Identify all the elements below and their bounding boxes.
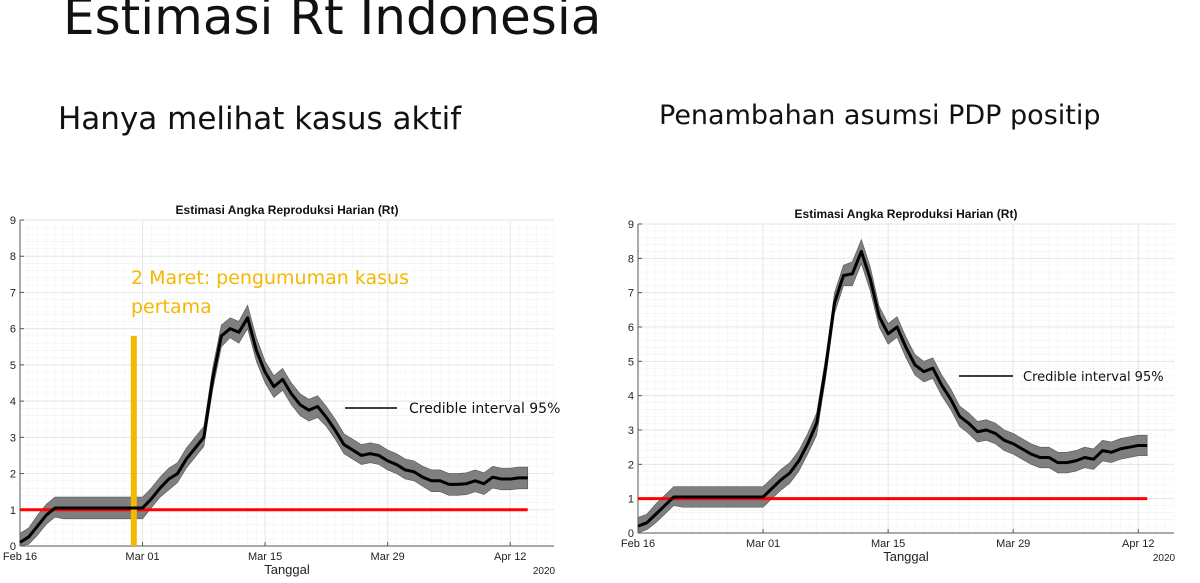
right-x-tick-label: Mar 01: [746, 538, 780, 550]
left-y-tick-label: 7: [10, 287, 16, 299]
right-y-tick-label: 6: [628, 322, 634, 334]
left-credible-band: [19, 304, 529, 547]
left-y-tick-label: 6: [10, 324, 16, 336]
left-y-tick-label: 0: [10, 541, 16, 553]
left-x-tick-label: Mar 01: [125, 551, 159, 563]
left-rt-chart: 0 1 2 3 4 5 6 7 8 9 Feb 16 Mar 01 Mar 15 Mar 29 Apr 12…: [0, 195, 570, 579]
right-x-tick-label: Mar 15: [871, 538, 905, 550]
left-y-tick-label: 1: [10, 505, 16, 517]
right-y-tick-label: 9: [628, 219, 634, 231]
right-credible-band: [637, 238, 1148, 534]
right-y-tick-label: 8: [628, 253, 634, 265]
left-y-tick-label: 2: [10, 469, 16, 481]
right-rt-series-line: [637, 249, 1148, 528]
left-x-tick-label: Mar 15: [248, 551, 282, 563]
right-x-tick-label: Apr 12: [1122, 538, 1154, 550]
right-year-label: 2020: [1153, 553, 1176, 564]
left-event-label-line-1: 2 Maret: pengumuman kasus: [131, 267, 409, 289]
right-y-tick-label: 4: [628, 391, 634, 403]
right-x-tick-label: Feb 16: [621, 538, 655, 550]
right-x-tick-label: Mar 29: [996, 538, 1030, 550]
left-rt-chart-svg: 0 1 2 3 4 5 6 7 8 9 Feb 16 Mar 01 Mar 15 Mar 29 Apr 12…: [3, 203, 561, 577]
left-x-tick-label: Mar 29: [371, 551, 405, 563]
left-chart-title: Estimasi Angka Reproduksi Harian (Rt): [176, 203, 399, 217]
left-rt-series-line: [19, 316, 528, 544]
left-credible-interval-label: Credible interval 95%: [409, 401, 560, 417]
right-y-tick-label: 2: [628, 459, 634, 471]
right-x-axis-label: Tanggal: [883, 549, 929, 564]
left-event-label-line-2: pertama: [131, 296, 212, 318]
right-chart-title: Estimasi Angka Reproduksi Harian (Rt): [795, 207, 1018, 221]
left-x-tick-label: Feb 16: [3, 551, 37, 563]
right-rt-chart: 0 1 2 3 4 5 6 7 8 9 Feb 16 Mar 01 Mar 15 Mar 29 Apr 12…: [600, 198, 1200, 579]
left-y-tick-label: 5: [10, 360, 16, 372]
right-y-tick-label: 7: [628, 288, 634, 300]
slide-title: Estimasi Rt Indonesia: [63, 0, 602, 46]
right-y-tick-label: 5: [628, 356, 634, 368]
right-rt-chart-svg: 0 1 2 3 4 5 6 7 8 9 Feb 16 Mar 01 Mar 15 Mar 29 Apr 12…: [621, 207, 1176, 564]
right-y-tick-label: 1: [628, 494, 634, 506]
left-year-label: 2020: [533, 566, 556, 577]
left-y-tick-label: 4: [10, 396, 16, 408]
left-x-axis-label: Tanggal: [264, 562, 310, 577]
right-chart-subtitle: Penambahan asumsi PDP positip: [659, 100, 1101, 131]
left-y-tick-label: 9: [10, 215, 16, 227]
left-y-tick-label: 8: [10, 251, 16, 263]
right-credible-interval-label: Credible interval 95%: [1023, 370, 1164, 385]
left-x-tick-label: Apr 12: [494, 551, 526, 563]
right-y-tick-label: 0: [628, 528, 634, 540]
left-chart-subtitle: Hanya melihat kasus aktif: [58, 101, 462, 137]
left-y-tick-label: 3: [10, 432, 16, 444]
right-y-tick-label: 3: [628, 425, 634, 437]
